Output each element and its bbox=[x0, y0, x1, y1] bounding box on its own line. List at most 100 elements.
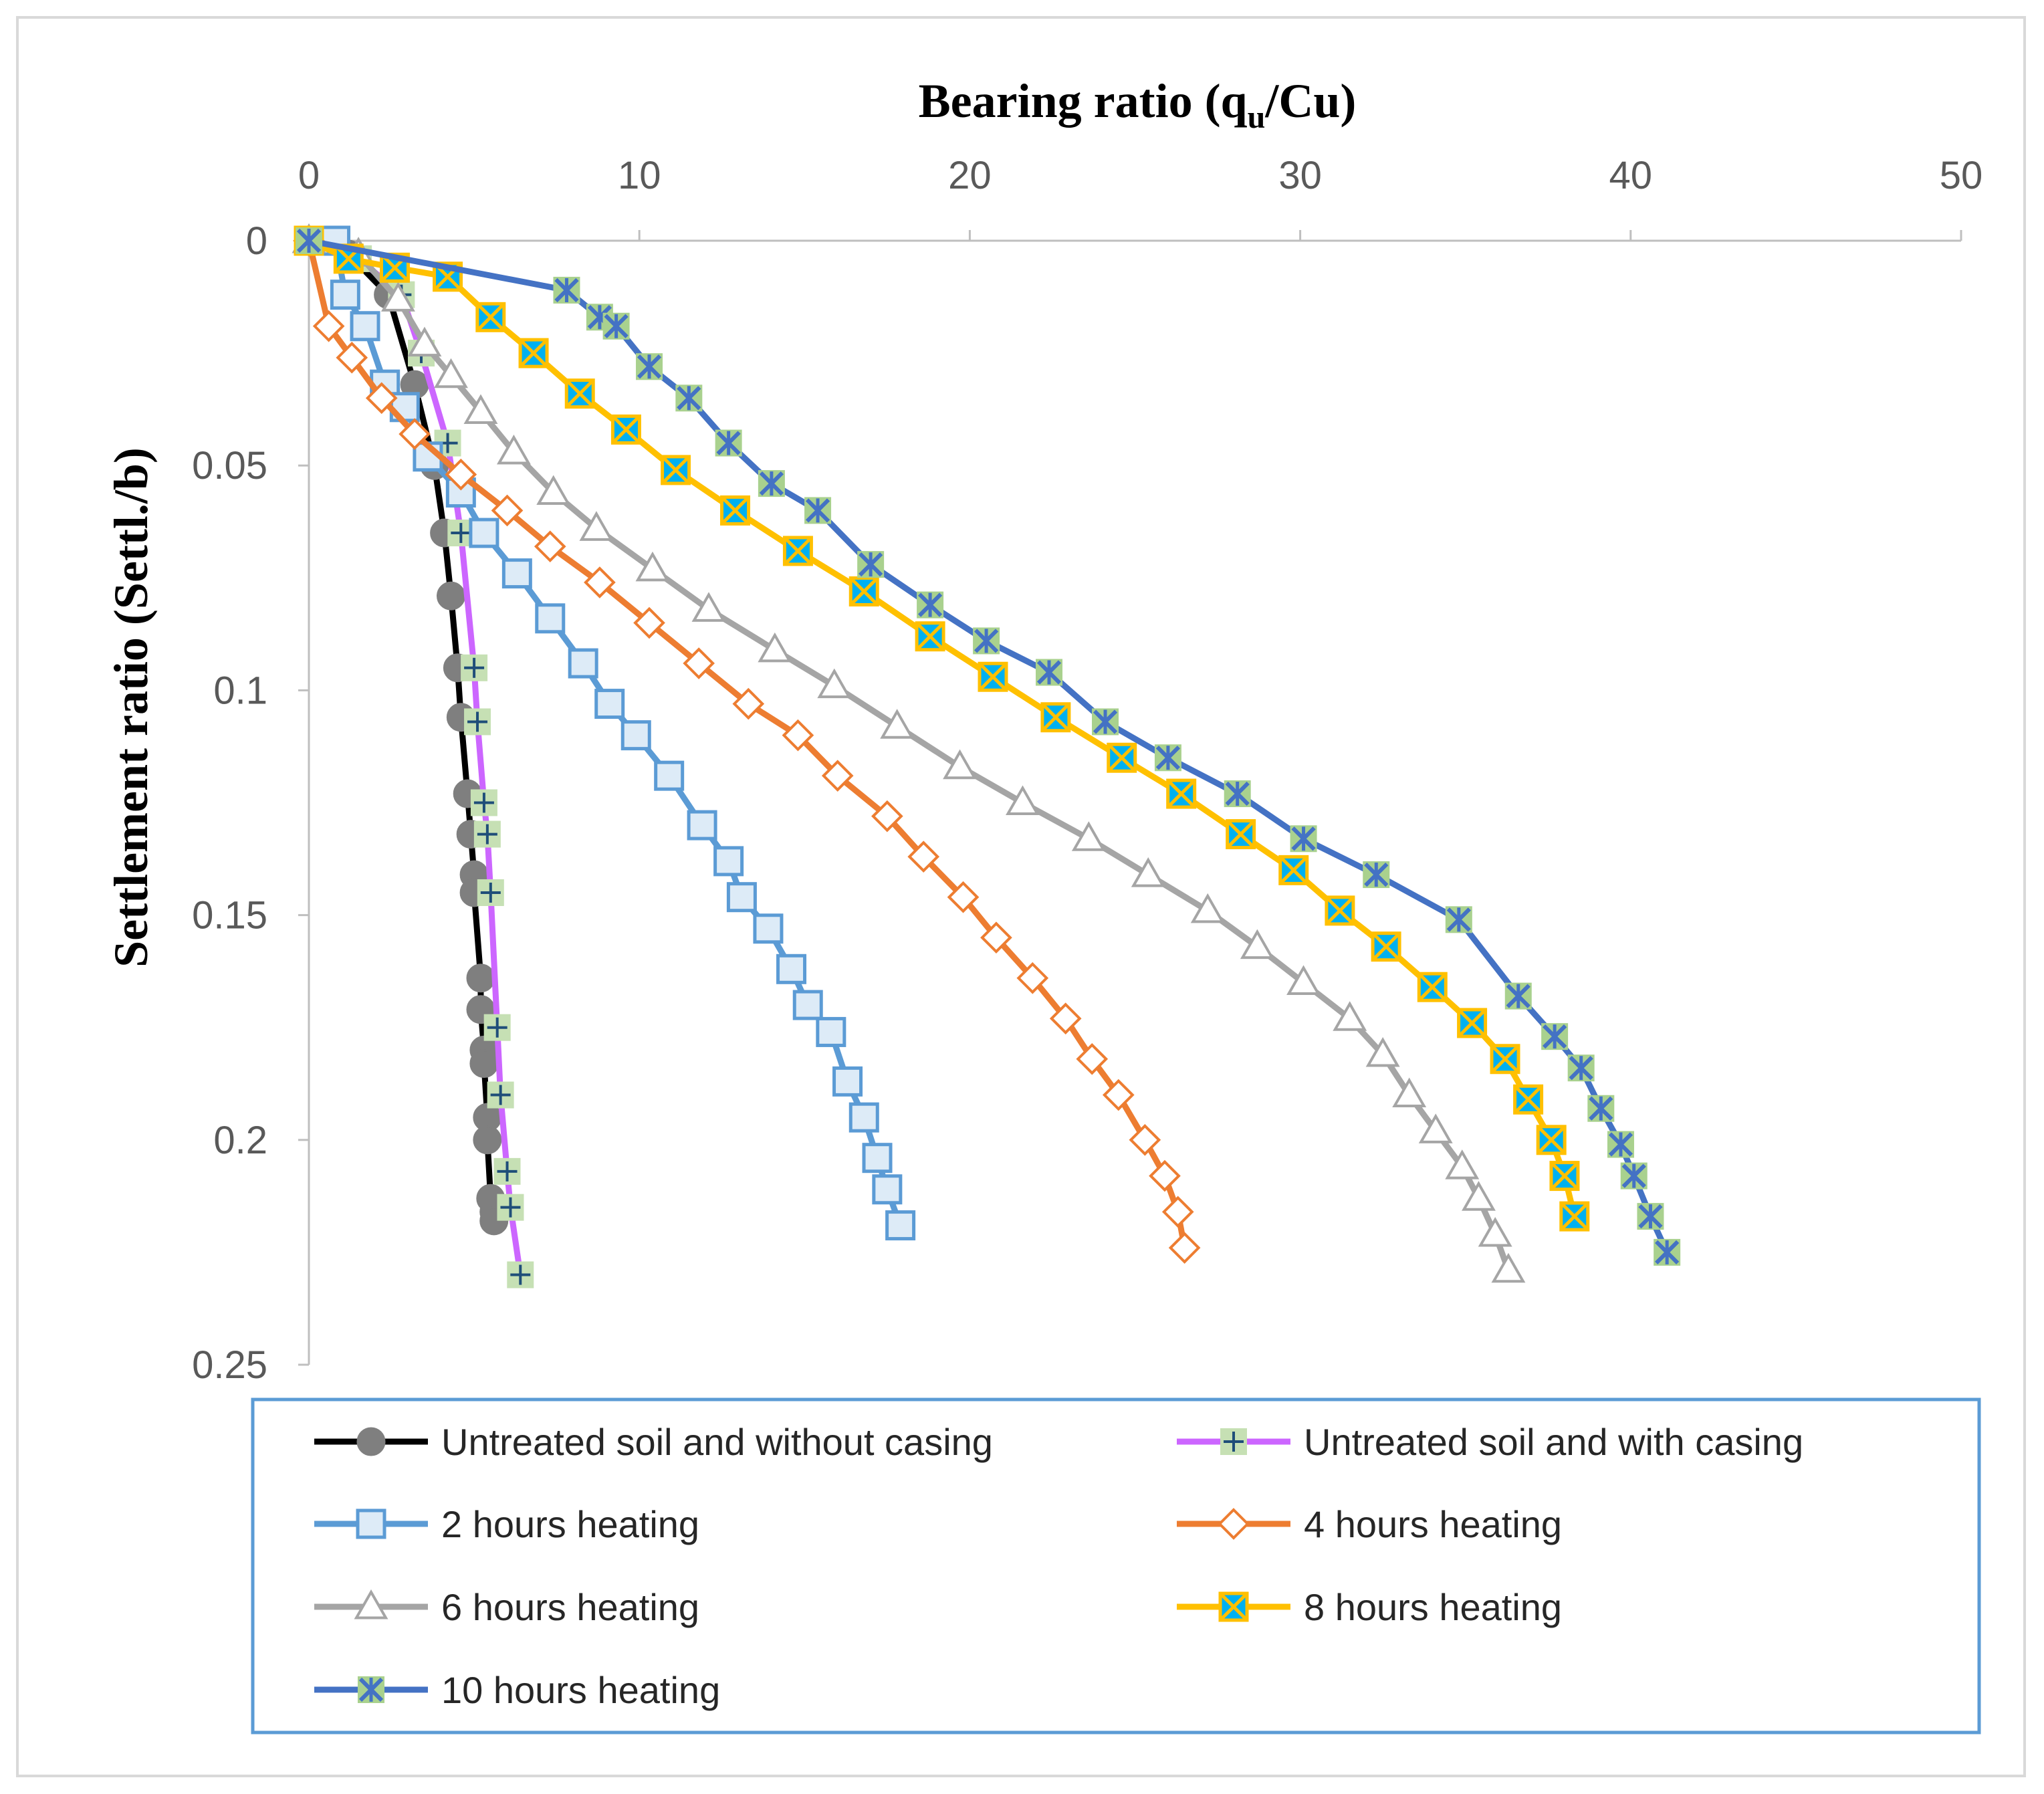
data-point bbox=[1559, 1201, 1590, 1232]
data-point bbox=[1161, 1196, 1194, 1228]
data-point bbox=[720, 495, 751, 526]
data-point bbox=[518, 338, 549, 368]
data-point bbox=[534, 530, 566, 563]
data-point bbox=[365, 382, 398, 415]
data-point bbox=[1365, 1037, 1400, 1067]
data-point bbox=[758, 470, 785, 497]
data-point bbox=[1490, 1044, 1520, 1075]
data-point bbox=[636, 353, 663, 380]
data-point bbox=[493, 1157, 521, 1185]
data-point bbox=[1107, 742, 1137, 773]
y-tick-label: 0.15 bbox=[192, 894, 267, 937]
data-point bbox=[312, 310, 345, 342]
data-point bbox=[380, 282, 415, 312]
series-2 bbox=[296, 227, 534, 1288]
data-point bbox=[1567, 1054, 1595, 1082]
legend-item: Untreated soil and without casing bbox=[314, 1421, 993, 1463]
legend-item: 4 hours heating bbox=[1177, 1503, 1562, 1545]
data-point bbox=[1278, 855, 1309, 885]
data-point bbox=[579, 511, 614, 541]
series-4 bbox=[293, 225, 1201, 1264]
legend-label: Untreated soil and without casing bbox=[441, 1421, 993, 1463]
y-tick-label: 0.2 bbox=[213, 1119, 267, 1162]
data-point bbox=[1040, 702, 1071, 733]
y-axis-title: Settlement ratio (Settl./b) bbox=[104, 447, 158, 968]
data-point bbox=[437, 581, 466, 610]
data-point bbox=[1220, 1428, 1247, 1455]
data-point bbox=[1240, 929, 1274, 960]
data-point bbox=[1154, 744, 1181, 772]
data-point bbox=[1218, 1591, 1249, 1622]
data-point bbox=[871, 800, 903, 832]
legend-item: Untreated soil and with casing bbox=[1177, 1421, 1803, 1463]
data-point bbox=[1190, 893, 1225, 923]
data-point bbox=[633, 606, 665, 639]
data-point bbox=[687, 810, 717, 840]
data-point bbox=[885, 1210, 916, 1241]
data-point bbox=[915, 621, 945, 652]
data-point bbox=[973, 627, 1000, 655]
data-point bbox=[1131, 857, 1165, 887]
data-point bbox=[602, 312, 630, 340]
data-point bbox=[1363, 861, 1390, 889]
data-point bbox=[792, 990, 823, 1020]
data-point bbox=[1457, 1008, 1488, 1038]
data-point bbox=[434, 358, 468, 388]
data-point bbox=[1504, 982, 1532, 1010]
data-point bbox=[466, 964, 495, 993]
x-tick-label: 0 bbox=[298, 154, 320, 197]
data-point bbox=[817, 668, 852, 699]
data-point bbox=[832, 1066, 863, 1097]
data-point bbox=[776, 954, 807, 984]
data-point bbox=[296, 227, 322, 254]
data-point bbox=[350, 311, 380, 342]
data-point bbox=[635, 551, 670, 582]
data-point bbox=[407, 326, 442, 357]
data-point bbox=[469, 518, 499, 548]
data-point bbox=[501, 558, 532, 589]
data-point bbox=[848, 576, 879, 606]
data-point bbox=[848, 1102, 879, 1133]
data-point bbox=[804, 497, 832, 524]
data-point bbox=[1036, 659, 1063, 686]
data-point bbox=[584, 566, 616, 598]
data-point bbox=[1290, 825, 1317, 853]
data-point bbox=[691, 592, 726, 622]
legend-box bbox=[251, 1397, 1981, 1734]
data-point bbox=[1166, 778, 1197, 809]
data-point bbox=[1168, 1232, 1201, 1264]
data-point bbox=[336, 341, 368, 374]
x-tick-label: 40 bbox=[1609, 154, 1653, 197]
data-point bbox=[753, 913, 784, 944]
data-point bbox=[1226, 819, 1256, 850]
data-point bbox=[464, 708, 491, 736]
series-3 bbox=[294, 225, 916, 1241]
legend-label: 6 hours heating bbox=[441, 1586, 699, 1628]
series-line bbox=[306, 237, 1188, 1251]
x-tick-label: 20 bbox=[948, 154, 992, 197]
data-point bbox=[1536, 1125, 1567, 1155]
data-point bbox=[1392, 1077, 1427, 1108]
data-point bbox=[1092, 708, 1119, 736]
data-point bbox=[872, 1174, 903, 1205]
data-point bbox=[1218, 1508, 1250, 1540]
data-point bbox=[473, 1125, 502, 1155]
axes: 0 10 20 30 40 50 0 0.05 0.1 0.15 0.2 0.25 bbox=[192, 154, 1982, 1387]
series-line bbox=[306, 237, 1578, 1220]
data-point bbox=[980, 921, 1012, 954]
data-point bbox=[683, 647, 715, 679]
data-point bbox=[1513, 1084, 1544, 1115]
data-point bbox=[536, 475, 571, 506]
data-point bbox=[880, 709, 915, 739]
data-point bbox=[1478, 1216, 1512, 1247]
data-point bbox=[1549, 1161, 1580, 1192]
data-point bbox=[568, 648, 598, 679]
data-point bbox=[610, 414, 641, 445]
data-point bbox=[491, 494, 524, 527]
data-point bbox=[943, 749, 978, 780]
data-point bbox=[821, 760, 854, 792]
data-point bbox=[782, 536, 813, 566]
series-7 bbox=[296, 227, 1681, 1266]
data-point bbox=[1620, 1162, 1648, 1190]
